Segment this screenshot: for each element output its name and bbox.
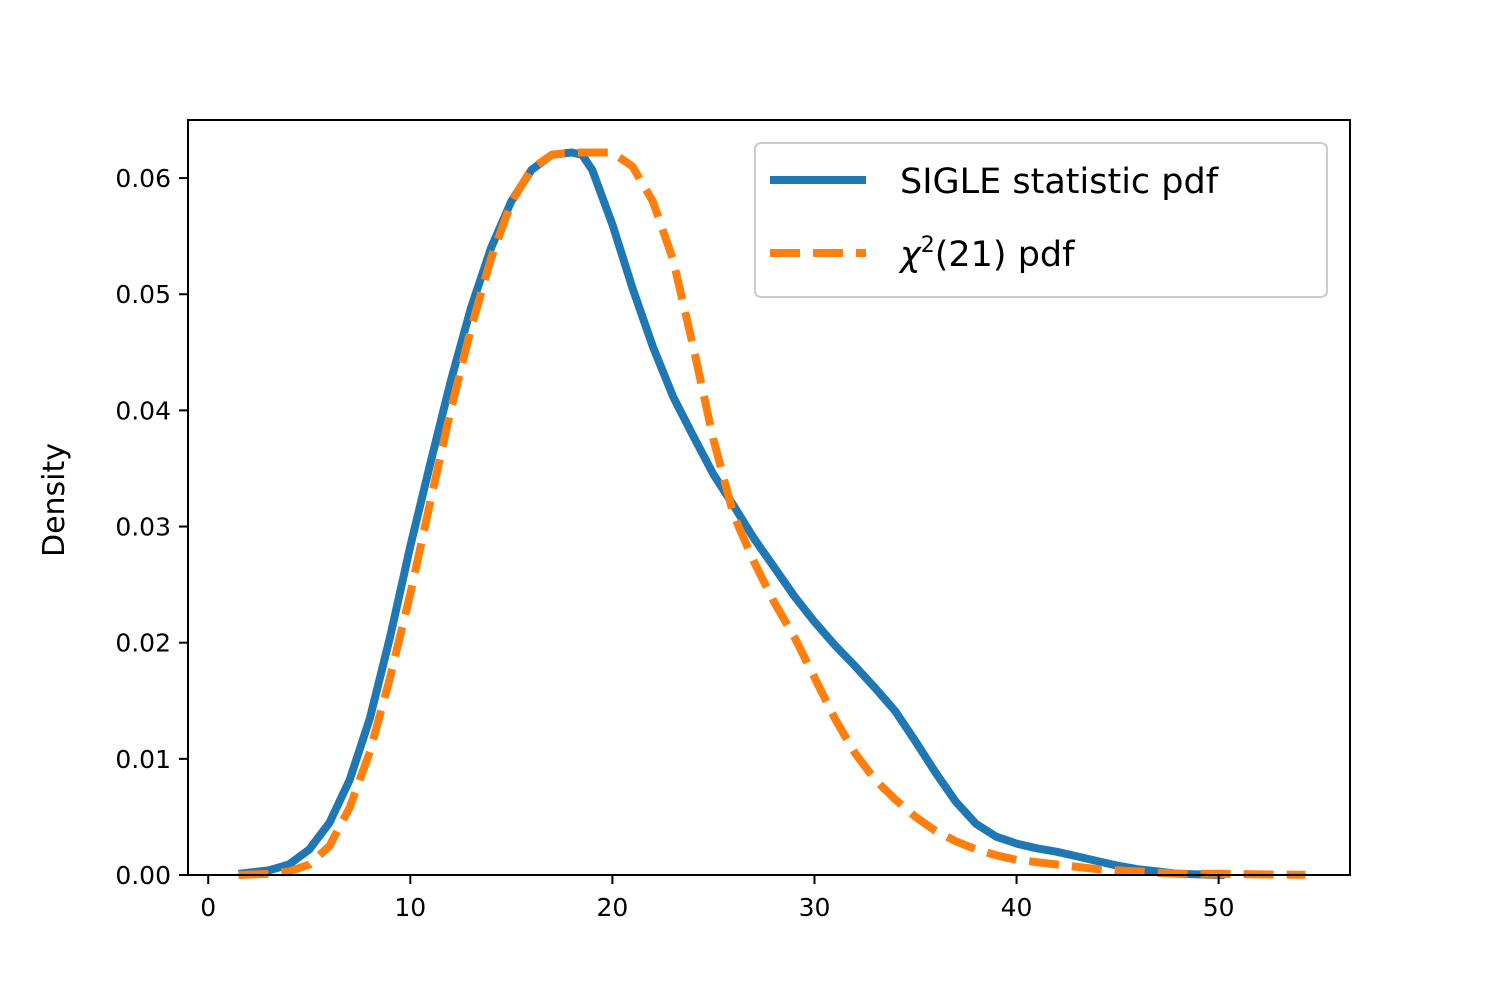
axes-frame (187, 119, 1351, 876)
x-tick-label: 0 (200, 893, 216, 922)
y-tick-label: 0.02 (115, 629, 171, 658)
ticks-layer: 0 10 20 30 40 50 0.00 0.01 0.02 0.03 0.04 0.05 0.06 (115, 164, 1234, 922)
legend-label-chi2: χ2(21) pdf (898, 233, 1075, 275)
x-tick-label: 50 (1203, 893, 1235, 922)
legend-box (754, 142, 1328, 298)
y-tick-label: 0.05 (115, 280, 171, 309)
y-axis-label: Density (37, 443, 72, 557)
x-tick-label: 40 (1001, 893, 1033, 922)
legend-chi-rest: (21) pdf (935, 235, 1075, 275)
y-tick-label: 0.01 (115, 745, 171, 774)
y-tick-label: 0.03 (115, 513, 171, 542)
x-tick-label: 30 (799, 893, 831, 922)
x-tick-label: 10 (394, 893, 426, 922)
plot-layer (238, 148, 1306, 879)
legend-chi-superscript: 2 (921, 233, 935, 258)
x-tick-label: 20 (596, 893, 628, 922)
legend: SIGLE statistic pdf χ2(21) pdf (754, 142, 1328, 298)
y-tick-label: 0.06 (115, 164, 171, 193)
legend-chi-symbol: χ (898, 235, 922, 275)
legend-label-sigle: SIGLE statistic pdf (900, 162, 1219, 202)
y-tick-label: 0.04 (115, 396, 171, 425)
series-line-chi2 (238, 148, 1306, 879)
y-tick-label: 0.00 (115, 861, 171, 890)
